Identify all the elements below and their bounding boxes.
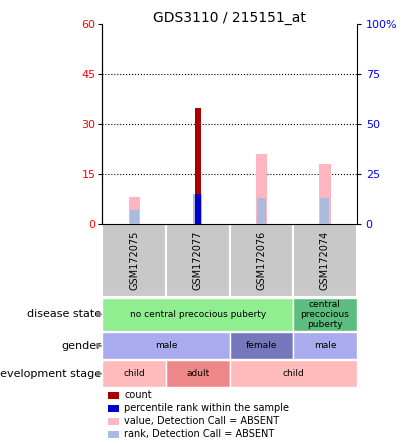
Text: GSM172077: GSM172077	[192, 231, 202, 290]
Bar	[229, 333, 292, 359]
Text: disease state: disease state	[27, 309, 101, 320]
Text: child: child	[123, 369, 145, 378]
Bar	[107, 418, 119, 425]
Text: rank, Detection Call = ABSENT: rank, Detection Call = ABSENT	[124, 429, 274, 440]
Bar	[194, 107, 200, 224]
Bar	[166, 224, 229, 297]
Bar	[319, 164, 330, 224]
Bar	[102, 224, 166, 297]
Bar	[229, 224, 292, 297]
Bar	[320, 198, 328, 224]
Text: no central precocious puberty: no central precocious puberty	[129, 310, 265, 319]
Text: GSM172076: GSM172076	[256, 231, 266, 290]
Text: male: male	[313, 341, 335, 350]
Bar	[128, 198, 139, 224]
Bar	[107, 431, 119, 438]
Bar	[292, 224, 356, 297]
Text: female: female	[245, 341, 276, 350]
Text: adult: adult	[186, 369, 209, 378]
Bar	[256, 198, 265, 224]
Text: central
precocious
puberty: central precocious puberty	[300, 300, 348, 329]
Text: development stage: development stage	[0, 369, 101, 379]
Bar	[193, 194, 202, 224]
Text: GSM172075: GSM172075	[129, 231, 139, 290]
Bar	[107, 405, 119, 412]
Bar	[255, 154, 266, 224]
Bar	[292, 333, 356, 359]
Bar	[107, 392, 119, 399]
Bar	[102, 360, 166, 387]
Bar	[292, 298, 356, 331]
Text: child: child	[281, 369, 303, 378]
Bar	[229, 360, 356, 387]
Text: percentile rank within the sample: percentile rank within the sample	[124, 404, 288, 413]
Text: count: count	[124, 390, 151, 400]
Text: male: male	[155, 341, 177, 350]
Bar	[130, 210, 138, 224]
Bar	[194, 194, 200, 224]
Text: value, Detection Call = ABSENT: value, Detection Call = ABSENT	[124, 416, 279, 426]
Bar	[102, 333, 229, 359]
Text: gender: gender	[61, 341, 101, 351]
Text: GDS3110 / 215151_at: GDS3110 / 215151_at	[153, 11, 305, 25]
Text: GSM172074: GSM172074	[319, 231, 329, 290]
Bar	[102, 298, 292, 331]
Bar	[166, 360, 229, 387]
